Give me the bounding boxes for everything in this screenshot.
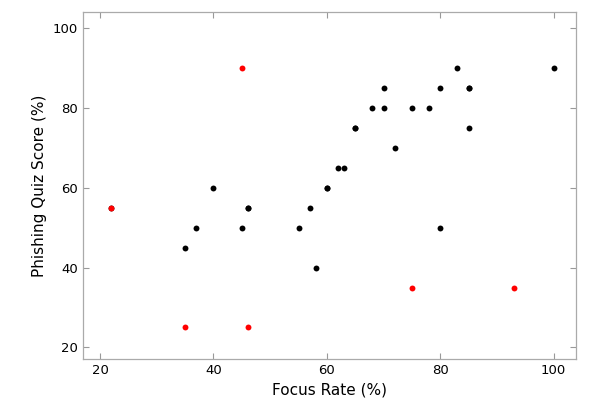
- Point: [350, 125, 360, 131]
- Point: [107, 204, 116, 211]
- Point: [453, 65, 462, 71]
- Point: [339, 165, 349, 171]
- Point: [322, 185, 331, 191]
- Y-axis label: Phishing Quiz Score (%): Phishing Quiz Score (%): [33, 95, 48, 277]
- Point: [322, 185, 331, 191]
- Point: [311, 264, 320, 271]
- Point: [107, 204, 116, 211]
- Point: [243, 204, 252, 211]
- Point: [333, 165, 343, 171]
- Point: [192, 224, 201, 231]
- Point: [237, 65, 247, 71]
- Point: [407, 105, 416, 112]
- Point: [424, 105, 434, 112]
- Point: [407, 284, 416, 291]
- X-axis label: Focus Rate (%): Focus Rate (%): [272, 383, 387, 398]
- Point: [305, 204, 315, 211]
- Point: [294, 224, 304, 231]
- Point: [464, 85, 473, 91]
- Point: [368, 105, 377, 112]
- Point: [509, 284, 519, 291]
- Point: [243, 204, 252, 211]
- Point: [435, 85, 445, 91]
- Point: [208, 185, 218, 191]
- Point: [390, 145, 400, 151]
- Point: [243, 324, 252, 331]
- Point: [181, 244, 190, 251]
- Point: [379, 85, 388, 91]
- Point: [350, 125, 360, 131]
- Point: [435, 224, 445, 231]
- Point: [464, 85, 473, 91]
- Point: [379, 105, 388, 112]
- Point: [181, 324, 190, 331]
- Point: [549, 65, 558, 71]
- Point: [464, 125, 473, 131]
- Point: [237, 224, 247, 231]
